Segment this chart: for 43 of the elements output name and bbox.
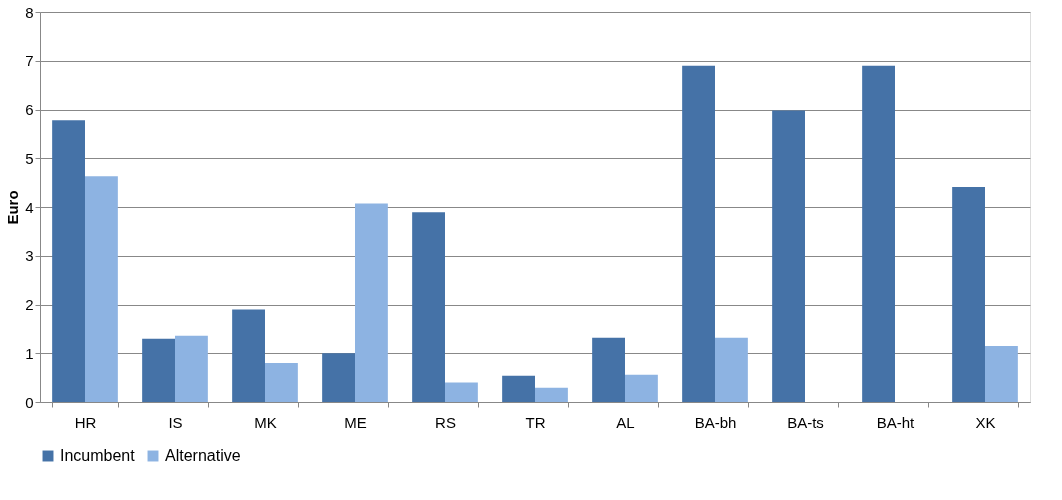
bar (715, 337, 748, 402)
y-tick-label: 4 (25, 198, 34, 216)
y-axis-title: Euro (4, 190, 22, 225)
y-tick-label: 7 (25, 52, 34, 70)
y-tick-label: 3 (25, 247, 34, 265)
bar (142, 338, 175, 402)
x-tick-label: MK (254, 413, 277, 431)
x-tick-label: RS (435, 413, 456, 431)
y-tick-label: 5 (25, 149, 34, 167)
bar (355, 203, 388, 402)
bar (502, 375, 535, 402)
legend-label: Alternative (165, 447, 241, 464)
bar (322, 353, 355, 402)
bar (52, 120, 85, 402)
bar (412, 212, 445, 402)
legend-label: Incumbent (60, 447, 136, 464)
bar (772, 110, 805, 402)
x-tick-label: IS (168, 413, 183, 431)
y-tick-label: 8 (25, 3, 34, 21)
bar (175, 335, 208, 402)
x-tick-label: AL (616, 413, 635, 431)
bar (862, 65, 895, 402)
x-tick-label: ME (344, 413, 367, 431)
x-tick-label: BA-ts (787, 413, 824, 431)
bar (985, 345, 1018, 402)
x-tick-label: XK (975, 413, 996, 431)
bar (592, 337, 625, 402)
bar (625, 374, 658, 402)
bar (952, 187, 985, 402)
x-tick-label: TR (525, 413, 546, 431)
y-tick-label: 1 (25, 344, 34, 362)
bar (682, 65, 715, 402)
y-tick-label: 2 (25, 296, 34, 313)
x-tick-label: HR (74, 413, 97, 431)
bar (265, 363, 298, 402)
x-tick-label: BA-bh (694, 413, 737, 431)
y-tick-label: 0 (25, 393, 34, 411)
bar (85, 176, 118, 402)
bar (232, 309, 265, 402)
bar (535, 387, 568, 402)
bar (445, 382, 478, 402)
x-tick-label: BA-ht (876, 413, 916, 431)
y-tick-label: 6 (25, 101, 34, 118)
